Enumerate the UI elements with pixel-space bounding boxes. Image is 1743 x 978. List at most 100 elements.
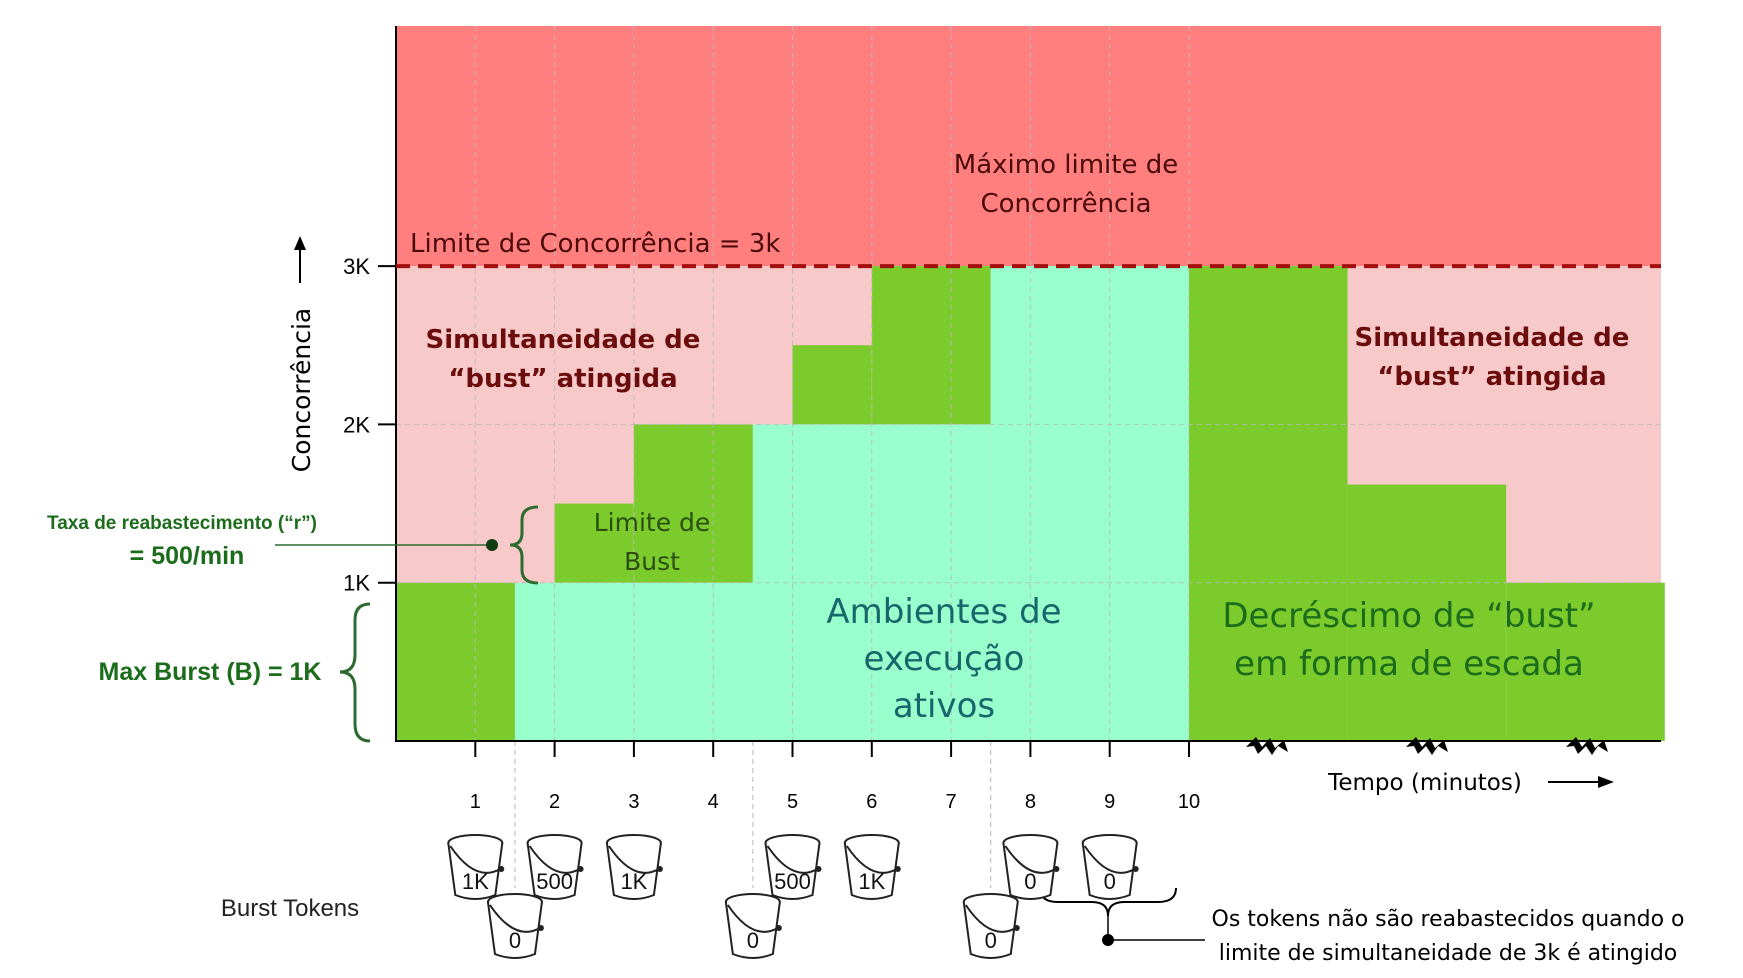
- y-axis-label: Concorrência: [287, 308, 316, 472]
- bucket-icon-0: 1K: [447, 834, 505, 900]
- x-tick-label-5: 5: [787, 791, 798, 813]
- bucket-icon-8: 0: [1002, 834, 1060, 900]
- note-line-1: Os tokens não são reabastecidos quando o: [1212, 907, 1685, 932]
- bucket-handle-knob: [537, 925, 544, 931]
- x-tick-label-10: 10: [1178, 791, 1200, 813]
- bucket-handle-knob: [815, 866, 822, 872]
- bucket-handle-knob: [577, 866, 584, 872]
- burst-bar-3: [633, 424, 753, 583]
- lightning-icon-2: [1566, 737, 1608, 755]
- bucket-token-count: 500: [536, 869, 573, 894]
- x-tick-label-3: 3: [628, 791, 639, 813]
- x-tick-label-6: 6: [866, 791, 877, 813]
- max-zone-label-1: Máximo limite de: [954, 150, 1178, 180]
- bucket-icon-3: 1K: [605, 834, 663, 900]
- bucket-icon-2: 500: [526, 834, 584, 900]
- x-tick-label-4: 4: [708, 791, 719, 813]
- max-zone-label-2: Concorrência: [980, 189, 1151, 219]
- x-tick-label-2: 2: [549, 791, 560, 813]
- burst-reached-right-2: “bust” atingida: [1377, 362, 1606, 392]
- y-tick-label-2K: 2K: [343, 412, 370, 437]
- refill-rate-label-1: Taxa de reabastecimento (“r”): [47, 513, 317, 534]
- active-env-bar-1: [514, 582, 555, 741]
- x-tick-label-9: 9: [1104, 791, 1115, 813]
- concurrency-areas: [396, 266, 1665, 741]
- burst-bar-5: [792, 345, 872, 425]
- refill-rate-brace: [509, 505, 539, 585]
- burst-tokens-label: Burst Tokens: [221, 895, 359, 922]
- burst-reached-left-1: Simultaneidade de: [426, 325, 701, 355]
- burst-token-buckets: 1K 0 500 1K 0 500 1K 0 0 0: [447, 834, 1139, 959]
- lightning-icon-0: [1246, 737, 1288, 755]
- bucket-handle-knob: [894, 866, 901, 872]
- burst-reached-right-1: Simultaneidade de: [1355, 323, 1630, 353]
- burst-bar-2: [554, 503, 634, 583]
- bucket-token-count: 1K: [462, 869, 489, 894]
- bucket-icon-4: 0: [724, 893, 782, 959]
- max-burst-brace: [339, 602, 371, 743]
- refill-rate-dot: [486, 539, 498, 551]
- bucket-handle-knob: [498, 866, 505, 872]
- bucket-handle-knob: [775, 925, 782, 931]
- burst-reached-left-2: “bust” atingida: [448, 364, 677, 394]
- decrease-step-1: [1347, 484, 1507, 741]
- x-tick-label-1: 1: [470, 791, 481, 813]
- bucket-handle: [608, 845, 660, 874]
- x-tick-label-7: 7: [946, 791, 957, 813]
- active-env-bar-2: [554, 582, 634, 741]
- bucket-handle: [845, 845, 898, 874]
- bucket-token-count: 0: [509, 928, 521, 953]
- bucket-token-count: 0: [985, 928, 997, 953]
- active-env-bar-7: [990, 266, 1189, 741]
- bucket-icon-5: 500: [764, 834, 822, 900]
- bucket-handle: [727, 904, 779, 933]
- ambientes-2: execução: [864, 639, 1025, 679]
- bucket-token-count: 500: [774, 869, 811, 894]
- bucket-handle: [766, 845, 818, 874]
- burst-bar-0: [396, 582, 515, 741]
- gridlines: [396, 26, 1661, 888]
- active-env-bar-3: [633, 582, 753, 741]
- limite-bust-1: Limite de: [594, 508, 711, 537]
- decrescimo-2: em forma de escada: [1234, 644, 1584, 684]
- annotations: Máximo limite de Concorrência Limite de Co…: [47, 150, 1684, 966]
- decrease-step-2: [1506, 582, 1665, 741]
- bucket-handle: [1083, 845, 1136, 874]
- decrescimo-1: Decréscimo de “bust”: [1222, 596, 1595, 636]
- decrease-step-0: [1189, 266, 1348, 741]
- burst-bar-6: [871, 266, 991, 425]
- bucket-icon-1: 0: [486, 893, 544, 959]
- ambientes-3: ativos: [893, 686, 995, 726]
- bucket-handle: [964, 904, 1017, 933]
- bucket-icon-6: 1K: [843, 834, 901, 900]
- bucket-token-count: 1K: [858, 869, 885, 894]
- note-line-2: limite de simultaneidade de 3k é atingid…: [1219, 941, 1678, 966]
- bucket-handle-knob: [1013, 925, 1020, 931]
- limite-bust-2: Bust: [624, 547, 680, 576]
- bucket-icon-9: 0: [1081, 834, 1139, 900]
- bucket-token-count: 0: [1104, 869, 1116, 894]
- y-axis-arrow-icon: [294, 236, 306, 250]
- ambientes-1: Ambientes de: [826, 592, 1061, 632]
- bucket-token-count: 0: [1024, 869, 1036, 894]
- max-burst-label: Max Burst (B) = 1K: [99, 658, 322, 686]
- bucket-token-count: 1K: [620, 869, 647, 894]
- bucket-handle: [1004, 845, 1056, 874]
- lightning-icon-1: [1406, 737, 1448, 755]
- refill-rate-label-2: = 500/min: [130, 542, 245, 570]
- bucket-handle: [528, 845, 581, 874]
- x-axis-label: Tempo (minutos): [1327, 770, 1522, 796]
- max-concurrency-zone: [396, 26, 1661, 267]
- axes: 1 2 3 4 5 6 7 8 9 10 1K 2K 3K Concorrência Tempo (minu…: [287, 26, 1661, 813]
- y-tick-label-3K: 3K: [343, 254, 370, 279]
- limit-line-label: Limite de Concorrência = 3k: [410, 229, 780, 259]
- bucket-token-count: 0: [747, 928, 759, 953]
- x-tick-label-8: 8: [1025, 791, 1036, 813]
- bucket-handle: [449, 845, 501, 874]
- bucket-handle-knob: [656, 866, 663, 872]
- bucket-handle: [489, 904, 541, 933]
- x-axis-arrow-icon: [1598, 776, 1614, 788]
- bucket-icon-7: 0: [962, 893, 1020, 959]
- bucket-handle-knob: [1132, 866, 1139, 872]
